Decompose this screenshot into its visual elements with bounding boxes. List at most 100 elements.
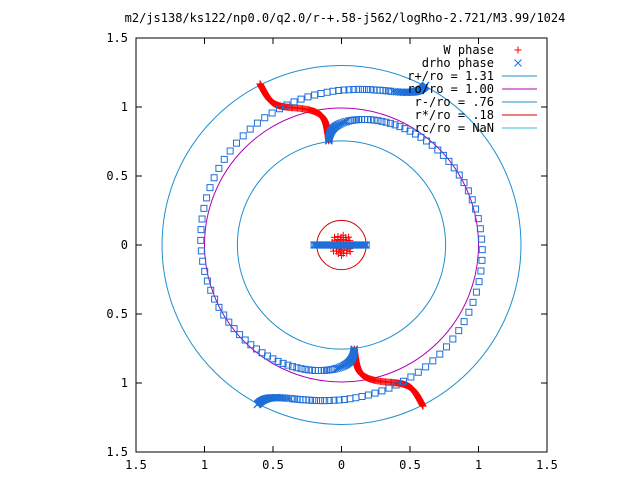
series-1-arm-0-point [330,396,338,404]
series-1-arm-1-point [290,98,298,106]
series-1-arm-0-point [378,117,386,125]
series-1-arm-0-point [325,396,333,404]
series-0-inner-point [345,233,353,241]
series-1-arm-0-point [337,119,345,128]
series-1-arm-0-point [455,171,463,179]
series-1-arm-1-point [220,155,228,163]
series-1-arm-1-point [366,86,374,94]
series-1-arm-0-point [352,394,360,402]
series-1-arm-0-point [386,119,394,127]
series-1-arm-0-point [478,256,486,264]
chart-title: m2/js138/ks122/np0.0/q2.0/r-+.58-j562/lo… [125,11,566,25]
series-1-arm-1-point [203,277,211,285]
legend-label: r+/ro = 1.31 [407,69,494,83]
series-1-arm-1-point [335,363,344,372]
series-1-arm-1-point [329,87,337,95]
series-1-arm-1-point [338,362,346,371]
y-tick-label: 0.5 [106,307,128,321]
series-1-arm-1-point [207,286,215,294]
y-tick-label: 0.5 [106,169,128,183]
series-1-arm-1-point [215,164,223,172]
series-1-arm-1-point [264,352,272,360]
series-1-arm-0-point [455,327,463,335]
series-1-arm-0-point [465,308,473,316]
reference-circle-0 [161,65,522,425]
axis-ticks: 1.5 1 0.5 0 0.5 1 1.51.510.500.511.5 [106,31,558,472]
legend-swatch [514,59,522,67]
series-1-arm-1-point [247,341,255,349]
series-1-arm-1-point [311,91,319,99]
series-1-arm-0-point [443,343,450,351]
series-1-arm-1-point [199,257,207,265]
legend-label: ro/ro = 1.00 [407,82,494,96]
series-1-arm-0-point [340,395,348,403]
series-1-arm-1-point [354,85,362,93]
series-1-arm-1-point [323,88,331,96]
series-1-arm-0-point [476,225,484,233]
series-1-arm-1-point [239,132,247,140]
series-1-arm-0-point [407,373,415,381]
series-1-arm-0-point [478,235,486,243]
series-1-arm-0-point [371,389,379,397]
series-1-arm-1-point [421,81,430,90]
x-tick-label: 1 [475,458,482,472]
y-tick-label: 1 [121,376,128,390]
x-tick-label: 0 [338,458,345,472]
series-0-inner-point [339,231,347,239]
series-1-arm-1-point [236,331,244,339]
series-1-arm-0-point [392,381,400,389]
series-1-arm-0-point [460,179,468,187]
series-1-arm-1-point [252,345,260,353]
series-1-arm-0-point [293,395,301,403]
legend-label: r-/ro = .76 [415,95,494,109]
series-1-arm-0-point [464,187,472,195]
series-0-inner-point [346,248,354,256]
legend-label: r*/ro = .18 [415,108,494,122]
series-1-arm-1-point [283,101,291,109]
series-1-arm-0-point [316,397,324,405]
series-1-arm-0-point [414,368,422,376]
series-0-arm-1-point [419,402,427,410]
series-1-arm-0-point [472,205,480,213]
series-1-arm-1-point [363,86,371,94]
y-tick-label: 1.5 [106,31,128,45]
series-1-arm-1-point [220,311,228,319]
series-1 [197,81,486,409]
series-1-arm-1-point [225,318,233,326]
series-1-arm-0-point [460,318,468,326]
series-1-arm-0-point [449,335,457,343]
series-1-inner-point [358,241,367,249]
series-1-arm-0-point [253,400,262,409]
series-1-arm-1-point [269,355,277,363]
series-1-arm-0-point [339,118,348,127]
series-1-arm-0-point [469,298,477,306]
series-1-arm-0-point [472,288,480,296]
legend-label: rc/ro = NaN [415,121,494,135]
series-1-arm-0-point [396,123,404,131]
y-tick-label: 1 [121,100,128,114]
reference-circle-2 [236,140,447,350]
series-1-arm-0-point [411,130,419,138]
series-0-inner-point [330,233,338,241]
series-1-arm-0-point [401,125,409,133]
series-1-inner-point [362,241,371,249]
series-1-arm-1-point [197,236,205,244]
series-1-arm-1-point [253,119,261,127]
series-1-arm-1-point [200,204,208,212]
series-1-arm-1-point [198,215,206,223]
legend-label: drho phase [422,56,494,70]
series-1-arm-1-point [275,105,283,113]
series-1-arm-1-point [210,174,218,182]
series-1-arm-1-point [268,109,276,117]
series-1-arm-0-point [445,157,453,165]
series-1-arm-0-point [391,121,399,129]
series-1-arm-1-point [230,325,238,333]
series-1-arm-0-point [309,396,317,404]
series-0-inner-point [334,250,342,258]
series-1-inner-point [360,241,369,249]
series-1-arm-1-point [197,247,205,255]
series-1-arm-1-point [226,147,234,155]
series-1-arm-1-point [337,363,345,371]
